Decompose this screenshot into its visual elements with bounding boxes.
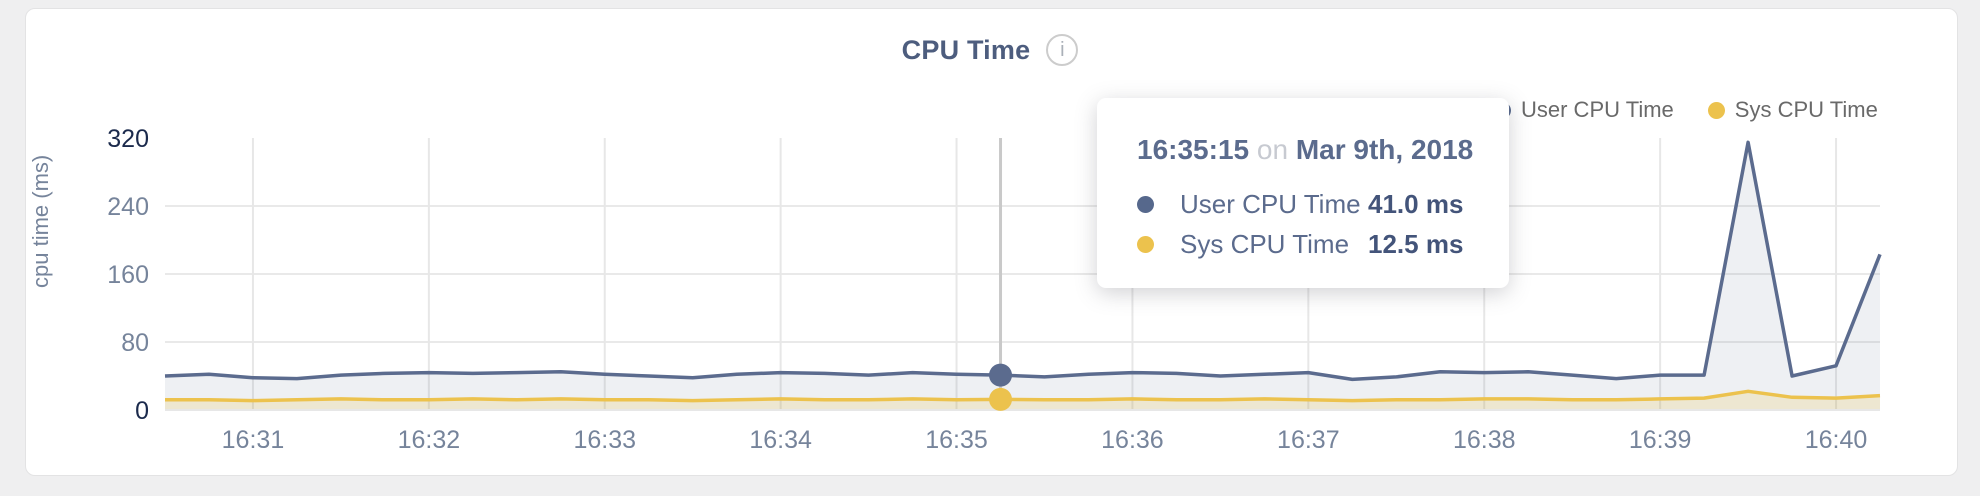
sys-cpu-line xyxy=(165,389,1881,403)
x-axis-tick-label: 16:33 xyxy=(573,426,636,454)
legend-label: User CPU Time xyxy=(1521,97,1674,122)
legend-item-sys-cpu[interactable]: Sys CPU Time xyxy=(1707,97,1878,123)
y-axis-tick-label: 320 xyxy=(107,125,149,153)
tooltip-row-user: User CPU Time 41.0 ms xyxy=(1137,184,1509,224)
y-axis-tick-label: 80 xyxy=(121,329,149,357)
user-hover-marker xyxy=(989,363,1013,387)
y-axis-tick-label: 160 xyxy=(107,261,149,289)
x-axis-tick-label: 16:37 xyxy=(1277,426,1340,454)
tooltip-row-sys: Sys CPU Time 12.5 ms xyxy=(1137,224,1509,264)
chart-title: CPU Time xyxy=(901,34,1031,65)
y-axis-tick-label: 240 xyxy=(107,193,149,221)
user-cpu-area xyxy=(165,142,1880,411)
tooltip-series-label: Sys CPU Time xyxy=(1180,228,1350,259)
tooltip-series-value: 41.0 ms xyxy=(1368,188,1464,219)
sys-series-dot-icon xyxy=(1707,101,1725,119)
x-axis-tick-label: 16:32 xyxy=(398,426,461,454)
tooltip-timestamp: 16:35:15 on Mar 9th, 2018 xyxy=(1137,134,1509,166)
y-axis-tick-label: 0 xyxy=(135,397,149,425)
legend: User CPU Time Sys CPU Time xyxy=(1494,97,1878,123)
tooltip-connector: on xyxy=(1256,134,1289,165)
info-icon[interactable]: i xyxy=(1046,34,1079,66)
x-axis-tick-label: 16:31 xyxy=(222,426,285,454)
chart-tooltip: 16:35:15 on Mar 9th, 2018 User CPU Time … xyxy=(1097,98,1509,288)
x-axis-tick-label: 16:38 xyxy=(1453,426,1516,454)
user-cpu-line xyxy=(164,140,1882,382)
user-series-dot-icon xyxy=(1137,195,1154,213)
x-axis-tick-label: 16:35 xyxy=(925,426,988,454)
sys-series-dot-icon xyxy=(1137,235,1154,253)
x-axis-tick-label: 16:40 xyxy=(1805,426,1868,454)
tooltip-series-value: 12.5 ms xyxy=(1368,228,1464,259)
tooltip-date: Mar 9th, 2018 xyxy=(1295,134,1474,165)
legend-label: Sys CPU Time xyxy=(1734,97,1878,122)
chart-header: CPU Time i xyxy=(0,34,1980,66)
x-axis-tick-label: 16:39 xyxy=(1629,426,1692,454)
tooltip-series-label: User CPU Time xyxy=(1180,188,1361,219)
legend-item-user-cpu[interactable]: User CPU Time xyxy=(1494,97,1674,123)
x-axis-tick-label: 16:36 xyxy=(1101,426,1164,454)
x-axis-tick-label: 16:34 xyxy=(749,426,812,454)
sys-hover-marker xyxy=(989,387,1013,411)
tooltip-time: 16:35:15 xyxy=(1137,134,1250,165)
